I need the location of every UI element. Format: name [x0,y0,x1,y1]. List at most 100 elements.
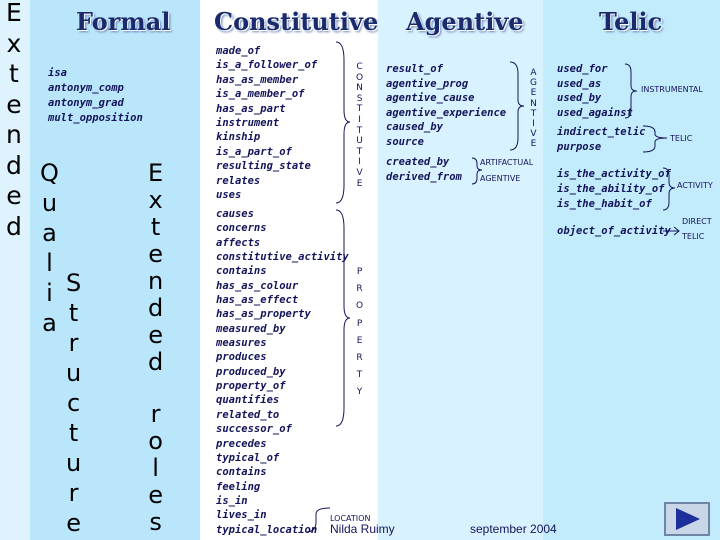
letter: Y [356,387,363,398]
list-item: result_of [386,63,443,75]
letter: Q [40,159,59,187]
constitutive-group1-list: made_of is_a_follower_of has_as_member i… [216,44,317,202]
letter: e [6,181,22,210]
telic-brace [642,125,668,153]
letter: e [148,481,163,509]
list-item: antonym_comp [48,82,124,94]
list-item: source [386,135,424,148]
list-item: has_as_member [216,73,299,86]
letter: E [6,0,22,27]
letter: T [356,370,363,381]
list-item: produced_by [216,365,286,378]
telic-group3-list: is_the_activity_of is_the_ability_of is_… [557,167,671,211]
letter: d [6,150,22,180]
list-item: agentive_cause [386,92,475,105]
letter: U [356,136,363,147]
formal-panel: Formal isa antonym_comp antonym_grad mul… [30,0,200,540]
agentive-group2-list: created_by derived_from [386,155,462,185]
letter: n [6,120,22,149]
letter: u [41,189,58,217]
list-item: instrument [216,117,280,130]
list-item: caused_by [386,121,443,134]
list-item: used_as [557,77,602,90]
telic-group2-list: indirect_telic purpose [557,125,646,155]
letter: t [9,59,19,88]
location-label: LOCATION [330,514,371,523]
list-item: has_as_part [216,102,286,115]
extended-roles-vertical-label: E x t e n d e d r o l e s [148,160,163,536]
list-item: kinship [216,131,261,144]
letter: G [530,78,537,89]
list-item: typical_location [216,523,318,536]
letter: x [148,186,163,214]
letter: V [530,129,537,140]
list-item: used_against [557,106,633,119]
extended-vertical-label: E x t e n d e d [6,0,22,242]
telic-panel: Telic used_for used_as used_by used_agai… [543,0,720,540]
list-item: agentive_prog [386,77,469,90]
letter: O [356,72,364,83]
letter: R [356,284,363,295]
activity-label: ACTIVITY [677,181,713,190]
letter: A [530,68,537,78]
letter: c [67,389,81,417]
next-slide-button[interactable] [664,502,710,536]
list-item: is_in [216,494,248,507]
list-item: affects [216,236,261,249]
letter: P [356,267,363,277]
list-item: quantifies [216,394,280,407]
letter: s [149,508,162,536]
letter: e [6,89,22,119]
letter: E [356,335,363,346]
constitutive-title: Constitutive [214,7,379,36]
list-item: is_the_ability_of [557,182,665,195]
letter: t [68,419,79,447]
list-item: isa [48,67,67,79]
letter: e [148,240,163,268]
list-item: antonym_grad [48,97,124,109]
list-item: measured_by [216,322,286,335]
letter: T [356,125,363,136]
list-item: related_to [216,408,280,421]
telic-label: TELIC [670,134,693,143]
letter: a [42,309,57,337]
letter: u [66,359,82,387]
list-item: purpose [557,141,602,153]
constitutive-vertical-label: C O N S T I T U T I V E [356,62,363,189]
letter: d [148,348,164,376]
letter: N [530,98,537,109]
property-brace [335,209,351,427]
agentive-title: Agentive [406,7,524,36]
instrumental-brace [624,63,638,119]
list-item: resulting_state [216,160,311,173]
list-item: property_of [216,380,286,393]
list-item: precedes [216,437,267,450]
constitutive-group2-list: causes concerns affects constitutive_act… [216,207,349,537]
letter: r [150,400,161,428]
formal-title: Formal [76,7,171,36]
list-item: has_as_effect [216,294,299,307]
letter: d [6,211,22,241]
list-item: indirect_telic [557,126,646,138]
instrumental-label: INSTRUMENTAL [641,85,703,94]
letter: R [356,353,363,364]
list-item: measures [216,337,267,350]
list-item: is_a_member_of [216,88,305,101]
author-footer: Nilda Ruimy [330,522,395,536]
list-item: created_by [386,156,450,168]
letter: t [68,299,79,327]
letter: S [66,269,82,297]
list-item: relates [216,174,261,187]
list-item: is_the_habit_of [557,197,652,210]
letter: E [148,159,164,187]
telic-title: Telic [599,7,663,36]
list-item: constitutive_activity [216,251,349,264]
letter: O [356,301,364,312]
artifactual-label: ARTIFACTUAL [480,158,534,167]
agentive-panel: Agentive result_of agentive_prog agentiv… [378,0,543,540]
letter: C [356,62,363,72]
letter: u [66,449,82,477]
structure-vertical-label: S t r u c t u r e [66,268,81,538]
letter: V [356,167,363,178]
letter: l [46,249,53,277]
